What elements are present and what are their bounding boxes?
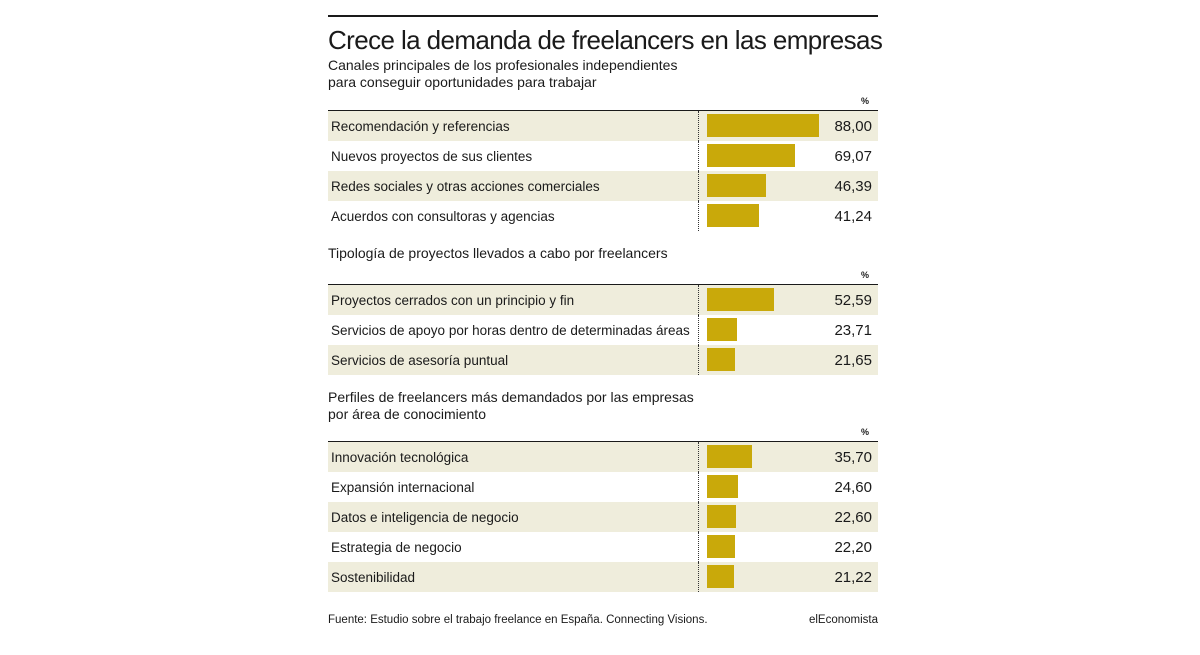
section-subtitle-line: para conseguir oportunidades para trabaj… [328, 74, 597, 90]
bar-row: Expansión internacional 24,60 [328, 472, 878, 502]
dotted-separator [698, 562, 699, 592]
value-label: 21,65 [834, 351, 872, 369]
bar [707, 565, 734, 588]
bar [707, 348, 735, 371]
bar [707, 535, 735, 558]
category-label: Proyectos cerrados con un principio y fi… [331, 292, 575, 308]
bar-row: Innovación tecnológica 35,70 [328, 442, 878, 472]
bar [707, 204, 759, 227]
section-profiles: Perfiles de freelancers más demandados p… [328, 389, 878, 592]
value-label: 22,60 [834, 508, 872, 526]
dotted-separator [698, 442, 699, 472]
category-label: Estrategia de negocio [331, 539, 462, 555]
dotted-separator [698, 315, 699, 345]
bar [707, 114, 819, 137]
value-label: 35,70 [834, 448, 872, 466]
dotted-separator [698, 345, 699, 375]
bar-table: Recomendación y referencias 88,00 Nuevos p… [328, 110, 878, 231]
dotted-separator [698, 111, 699, 141]
dotted-separator [698, 201, 699, 231]
bar [707, 505, 736, 528]
unit-label: % [860, 427, 869, 437]
bar [707, 445, 752, 468]
bar-row: Estrategia de negocio 22,20 [328, 532, 878, 562]
unit-label: % [860, 96, 869, 106]
value-label: 41,24 [834, 207, 872, 225]
dotted-separator [698, 472, 699, 502]
dotted-separator [698, 285, 699, 315]
value-label: 24,60 [834, 478, 872, 496]
category-label: Recomendación y referencias [331, 118, 510, 134]
category-label: Redes sociales y otras acciones comercia… [331, 178, 600, 194]
section-subtitle-line: Perfiles de freelancers más demandados p… [328, 389, 694, 405]
dotted-separator [698, 502, 699, 532]
category-label: Datos e inteligencia de negocio [331, 509, 519, 525]
bar-row: Servicios de asesoría puntual 21,65 [328, 345, 878, 375]
bar-row: Proyectos cerrados con un principio y fi… [328, 285, 878, 315]
bar [707, 288, 774, 311]
bar [707, 475, 738, 498]
bar-row: Sostenibilidad 21,22 [328, 562, 878, 592]
bar-table: Innovación tecnológica 35,70 Expansión int… [328, 441, 878, 592]
value-label: 88,00 [834, 117, 872, 135]
value-label: 46,39 [834, 177, 872, 195]
bar [707, 174, 766, 197]
top-rule [328, 15, 878, 17]
value-label: 52,59 [834, 291, 872, 309]
chart-title: Crece la demanda de freelancers en las e… [328, 25, 883, 55]
bar-table: Proyectos cerrados con un principio y fi… [328, 284, 878, 375]
bar [707, 144, 795, 167]
section-subtitle-line: Canales principales de los profesionales… [328, 57, 678, 73]
value-label: 22,20 [834, 538, 872, 556]
bar [707, 318, 737, 341]
category-label: Servicios de apoyo por horas dentro de d… [331, 322, 690, 338]
value-label: 21,22 [834, 568, 872, 586]
category-label: Servicios de asesoría puntual [331, 352, 509, 368]
section-subtitle-line: Tipología de proyectos llevados a cabo p… [328, 245, 668, 261]
dotted-separator [698, 141, 699, 171]
category-label: Sostenibilidad [331, 569, 416, 585]
dotted-separator [698, 532, 699, 562]
value-label: 23,71 [834, 321, 872, 339]
bar-row: Servicios de apoyo por horas dentro de d… [328, 315, 878, 345]
value-label: 69,07 [834, 147, 872, 165]
category-label: Innovación tecnológica [331, 449, 469, 465]
section-subtitle-line: por área de conocimiento [328, 406, 486, 422]
bar-row: Acuerdos con consultoras y agencias 41,24 [328, 201, 878, 231]
bar-row: Redes sociales y otras acciones comercia… [328, 171, 878, 201]
dotted-separator [698, 171, 699, 201]
bar-row: Nuevos proyectos de sus clientes 69,07 [328, 141, 878, 171]
source-note: Fuente: Estudio sobre el trabajo freelan… [328, 614, 708, 626]
category-label: Nuevos proyectos de sus clientes [331, 148, 533, 164]
bar-row: Datos e inteligencia de negocio 22,60 [328, 502, 878, 532]
category-label: Acuerdos con consultoras y agencias [331, 208, 555, 224]
section-channels: Canales principales de los profesionales… [328, 57, 878, 231]
infographic: Crece la demanda de freelancers en las e… [328, 15, 883, 592]
unit-label: % [860, 270, 869, 280]
category-label: Expansión internacional [331, 479, 475, 495]
bar-row: Recomendación y referencias 88,00 [328, 111, 878, 141]
section-project-types: Tipología de proyectos llevados a cabo p… [328, 245, 878, 375]
brand-name: elEconomista [808, 614, 878, 626]
